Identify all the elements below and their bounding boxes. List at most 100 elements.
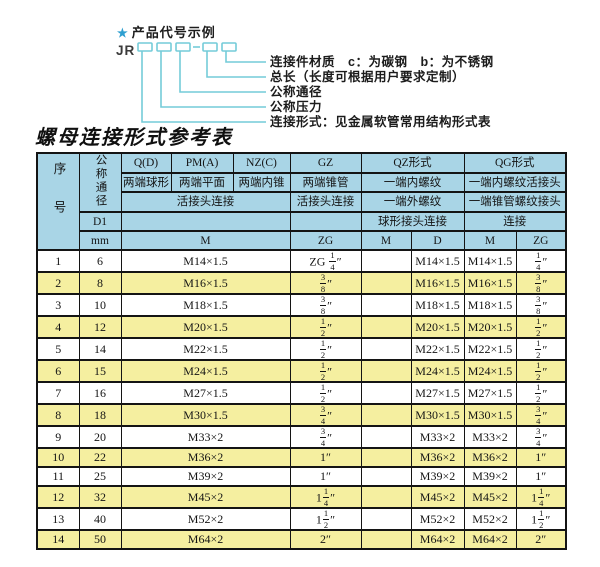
table-row: 14 50 M64×2 2″ M64×2 M64×2 2″ (36, 529, 567, 551)
table-row: 10 22 M36×2 1″ M36×2 M36×2 1″ (36, 447, 567, 469)
product-code-connector-diagram (137, 42, 266, 123)
code-box-icon (175, 42, 191, 52)
cell-qg-zg: 3 4 ″ (515, 403, 567, 428)
cell-seq: 3 (36, 293, 80, 318)
header-q-code: Q(D) (120, 152, 172, 174)
header-row-codes: 序号 公称通径 Q(D) PM(A) NZ(C) GZ QZ形式 QG形式 (36, 151, 567, 252)
cell-mm: 20 (78, 425, 122, 450)
header-row-connection: 活接头连接 活接头连接 一端外螺纹 一端锥管螺纹接头 (37, 191, 567, 214)
table-row: 11 25 M39×2 1″ M39×2 M39×2 1″ (36, 466, 567, 488)
cell-qg-zg: 1″ (515, 447, 567, 469)
cell-qg-zg: 3 4 ″ (515, 425, 567, 450)
cell-m: M24×1.5 (120, 359, 291, 384)
header-pm-code: PM(A) (170, 152, 234, 174)
cell-mm: 22 (78, 447, 122, 469)
table-row: 9 20 M33×2 3 4 ″ M33×2 M33×2 3 4 ″ (36, 425, 567, 450)
cell-mm: 50 (78, 529, 122, 551)
product-code-example-label: 产品代号示例 (131, 25, 216, 40)
header-q-desc: 两端球形 (120, 171, 172, 194)
cell-qz-d: M36×2 (410, 447, 465, 469)
cell-qz-d: M22×1.5 (410, 337, 465, 362)
header-d1-empty-gz (289, 211, 362, 233)
cell-qz-m (360, 249, 412, 274)
cell-qg-m: M18×1.5 (463, 293, 517, 318)
connector-line (160, 51, 266, 108)
cell-m: M39×2 (120, 466, 291, 488)
table-row: 6 15 M24×1.5 1 2 ″ M24×1.5 M24×1.5 1 2 ″ (36, 359, 567, 384)
header-pm-desc: 两端平面 (170, 171, 234, 194)
header-qz-ball-joint: 球形接头连接 (360, 211, 465, 233)
cell-mm: 18 (78, 403, 122, 428)
header-qg-zg-unit: ZG (515, 230, 567, 252)
header-union-connection: 活接头连接 (120, 191, 291, 214)
cell-qz-d: M39×2 (410, 466, 465, 488)
cell-mm: 32 (78, 485, 122, 510)
header-qg-m-unit: M (463, 230, 517, 252)
cell-gz: 1 2 ″ (289, 337, 362, 362)
table-row: 13 40 M52×2 1 1 2 ″ M52×2 M52×2 1 1 2 ″ (36, 507, 567, 532)
table-body: 1 6 M14×1.5 ZG 1 4 ″ M14×1.5 M14×1.5 1 4 ″ 2 8 M16×1.… (36, 249, 567, 551)
cell-seq: 9 (36, 425, 80, 450)
cell-qg-zg: 1 2 ″ (515, 337, 567, 362)
header-qg-connect: 连接 (463, 211, 567, 233)
cell-qz-d: M14×1.5 (410, 249, 465, 274)
cell-qg-zg: 3 8 ″ (515, 271, 567, 296)
cell-seq: 7 (36, 381, 80, 406)
cell-qg-m: M36×2 (463, 447, 517, 469)
cell-gz: 1 2 ″ (289, 381, 362, 406)
cell-m: M45×2 (120, 485, 291, 510)
diagram-label-nominal-diameter: 公称通径 (270, 85, 323, 99)
cell-qz-d: M24×1.5 (410, 359, 465, 384)
cell-qz-d: M64×2 (410, 529, 465, 551)
cell-gz: 1 2 ″ (289, 315, 362, 340)
cell-m: M18×1.5 (120, 293, 291, 318)
cell-qz-m (360, 403, 412, 428)
product-code-example-title: ★ 产品代号示例 (117, 22, 216, 41)
header-gz-connection: 活接头连接 (289, 191, 362, 214)
cell-seq: 8 (36, 403, 80, 428)
cell-gz: ZG 1 4 ″ (289, 249, 362, 274)
table-row: 2 8 M16×1.5 3 8 ″ M16×1.5 M16×1.5 3 8 ″ (36, 271, 567, 296)
cell-m: M36×2 (120, 447, 291, 469)
header-gz-desc: 两端锥管 (289, 171, 362, 194)
header-qz-connection: 一端外螺纹 (360, 191, 465, 214)
header-qg-code: QG形式 (463, 152, 567, 174)
cell-mm: 14 (78, 337, 122, 362)
cell-qz-m (360, 466, 412, 488)
table-row: 5 14 M22×1.5 1 2 ″ M22×1.5 M22×1.5 1 2 ″ (36, 337, 567, 362)
cell-qg-zg: 1 2 ″ (515, 381, 567, 406)
header-gz-code: GZ (289, 152, 362, 174)
code-box-icon (137, 42, 153, 52)
cell-m: M16×1.5 (120, 271, 291, 296)
cell-qz-m (360, 529, 412, 551)
header-nz-desc: 两端内锥 (232, 171, 291, 194)
cell-qg-m: M45×2 (463, 485, 517, 510)
cell-qg-m: M39×2 (463, 466, 517, 488)
cell-qg-m: M27×1.5 (463, 381, 517, 406)
diagram-label-connection-form: 连接形式：见金属软管常用结构形式表 (270, 115, 492, 129)
cell-qg-m: M22×1.5 (463, 337, 517, 362)
header-nominal-diameter-label: 公称通径 (94, 153, 107, 209)
cell-mm: 16 (78, 381, 122, 406)
cell-gz: 3 4 ″ (289, 425, 362, 450)
cell-gz: 1 1 2 ″ (289, 507, 362, 532)
cell-m: M20×1.5 (120, 315, 291, 340)
connector-line (141, 51, 266, 123)
cell-qg-zg: 1 2 ″ (515, 315, 567, 340)
cell-qg-zg: 2″ (515, 529, 567, 551)
header-m-unit: M (120, 230, 291, 252)
cell-gz: 3 8 ″ (289, 293, 362, 318)
cell-qz-d: M27×1.5 (410, 381, 465, 406)
cell-mm: 6 (78, 249, 122, 274)
cell-seq: 14 (36, 529, 80, 551)
star-icon: ★ (117, 26, 129, 40)
cell-qz-m (360, 447, 412, 469)
cell-gz: 1″ (289, 447, 362, 469)
cell-qz-m (360, 271, 412, 296)
nut-connection-reference-table: 序号 公称通径 Q(D) PM(A) NZ(C) GZ QZ形式 QG形式 两端… (36, 151, 567, 551)
cell-gz: 1 1 4 ″ (289, 485, 362, 510)
cell-seq: 12 (36, 485, 80, 510)
header-qz-m-unit: M (360, 230, 412, 252)
cell-m: M22×1.5 (120, 337, 291, 362)
header-nz-code: NZ(C) (232, 152, 291, 174)
